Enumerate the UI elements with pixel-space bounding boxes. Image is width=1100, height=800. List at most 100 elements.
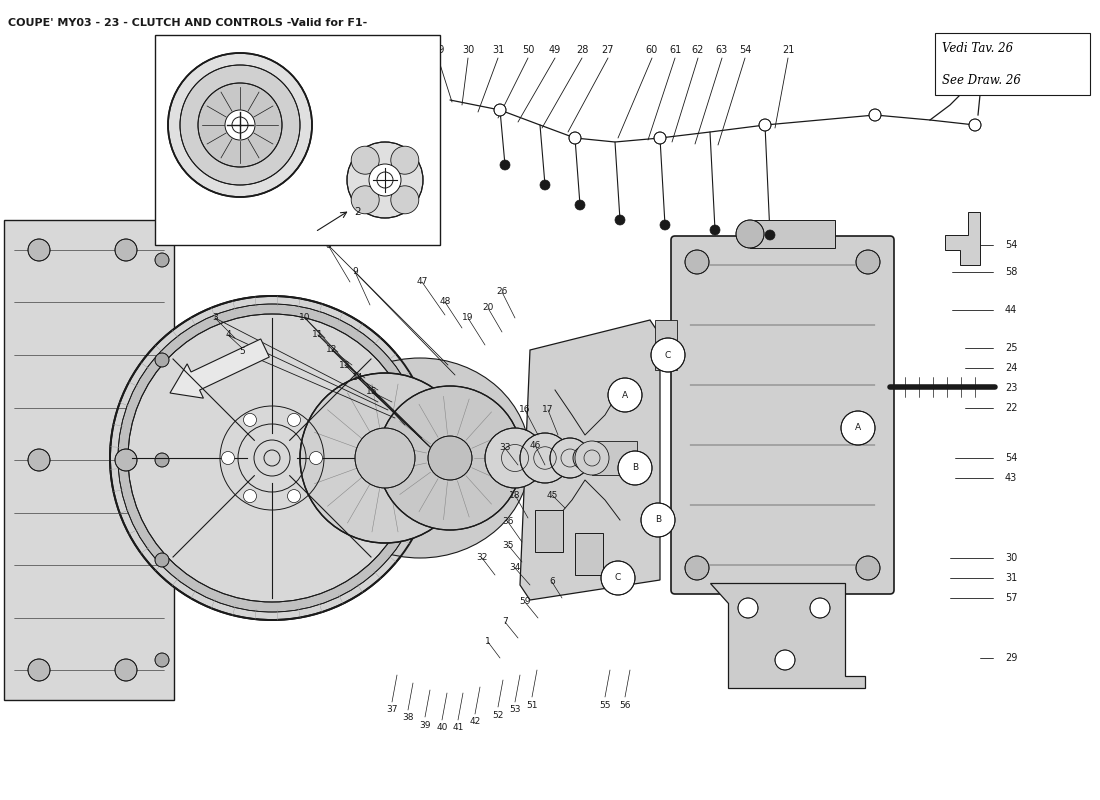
Text: eurospares: eurospares: [691, 388, 849, 412]
Circle shape: [116, 659, 138, 681]
Circle shape: [355, 428, 415, 488]
Circle shape: [608, 378, 642, 412]
Circle shape: [243, 414, 256, 426]
Bar: [575, 533, 603, 575]
Circle shape: [378, 386, 522, 530]
Text: 45: 45: [547, 490, 558, 499]
Circle shape: [500, 160, 510, 170]
Circle shape: [128, 314, 416, 602]
Text: 50: 50: [521, 45, 535, 55]
Text: 3: 3: [212, 314, 218, 322]
Circle shape: [155, 353, 169, 367]
Text: A: A: [621, 390, 628, 399]
Circle shape: [575, 200, 585, 210]
Circle shape: [390, 186, 419, 214]
Circle shape: [759, 119, 771, 131]
Text: 34: 34: [509, 563, 520, 573]
Text: 63: 63: [716, 45, 728, 55]
Text: Vedi Tav. 26: Vedi Tav. 26: [942, 42, 1013, 54]
Circle shape: [287, 414, 300, 426]
Bar: [592, 441, 637, 475]
Text: 29: 29: [432, 45, 444, 55]
Text: 33: 33: [499, 443, 510, 453]
Bar: [935, 33, 1090, 95]
Circle shape: [842, 411, 874, 445]
Text: 35: 35: [503, 541, 514, 550]
Circle shape: [654, 132, 666, 144]
Circle shape: [569, 132, 581, 144]
Text: See Draw. 26: See Draw. 26: [942, 74, 1021, 86]
Polygon shape: [520, 320, 660, 600]
Text: 28: 28: [575, 45, 589, 55]
Text: 19: 19: [462, 314, 474, 322]
Circle shape: [540, 180, 550, 190]
Circle shape: [198, 83, 282, 167]
Text: B: B: [654, 515, 661, 525]
Text: 48: 48: [439, 298, 451, 306]
Text: 49: 49: [549, 45, 561, 55]
Ellipse shape: [310, 358, 530, 558]
Circle shape: [155, 653, 169, 667]
Bar: [535, 510, 563, 552]
Circle shape: [155, 253, 169, 267]
Circle shape: [368, 164, 402, 196]
Circle shape: [573, 446, 597, 470]
Circle shape: [28, 449, 50, 471]
Circle shape: [738, 598, 758, 618]
Circle shape: [685, 556, 710, 580]
Text: 25: 25: [1005, 343, 1018, 353]
Text: 30: 30: [1005, 553, 1018, 563]
Circle shape: [28, 239, 50, 261]
Text: 24: 24: [1005, 363, 1018, 373]
Text: 2: 2: [354, 207, 361, 217]
Text: 15: 15: [366, 387, 377, 397]
Text: 47: 47: [416, 278, 428, 286]
Circle shape: [155, 453, 169, 467]
Text: 1: 1: [485, 638, 491, 646]
Circle shape: [710, 225, 720, 235]
Text: 53: 53: [509, 706, 520, 714]
Circle shape: [116, 449, 138, 471]
Text: 14: 14: [352, 374, 364, 382]
Circle shape: [641, 503, 675, 537]
Circle shape: [520, 433, 570, 483]
Bar: [155, 35, 440, 245]
Circle shape: [243, 490, 256, 502]
Text: C: C: [615, 574, 622, 582]
Text: 31: 31: [1005, 573, 1018, 583]
Text: 11: 11: [312, 330, 323, 339]
Text: 59: 59: [519, 598, 530, 606]
Text: COUPE' MY03 - 23 - CLUTCH AND CONTROLS -Valid for F1-: COUPE' MY03 - 23 - CLUTCH AND CONTROLS -…: [8, 18, 367, 28]
FancyBboxPatch shape: [671, 236, 894, 594]
Circle shape: [155, 553, 169, 567]
Circle shape: [810, 598, 830, 618]
Text: 57: 57: [1005, 593, 1018, 603]
Circle shape: [969, 119, 981, 131]
Text: eurospares: eurospares: [251, 388, 409, 412]
Text: 54: 54: [739, 45, 751, 55]
Circle shape: [618, 451, 652, 485]
Text: 10: 10: [299, 314, 310, 322]
Circle shape: [494, 104, 506, 116]
Text: 52: 52: [493, 710, 504, 719]
Text: 20: 20: [482, 303, 494, 313]
Circle shape: [601, 561, 635, 595]
Text: 23: 23: [1005, 383, 1018, 393]
Text: 44: 44: [1005, 305, 1018, 315]
Circle shape: [221, 451, 234, 465]
Circle shape: [485, 428, 544, 488]
Text: 39: 39: [419, 721, 431, 730]
Text: 12: 12: [327, 346, 338, 354]
Circle shape: [28, 659, 50, 681]
Text: 31: 31: [492, 45, 504, 55]
Circle shape: [869, 109, 881, 121]
Text: 51: 51: [526, 701, 538, 710]
Polygon shape: [945, 212, 980, 265]
Circle shape: [764, 230, 776, 240]
Text: A: A: [855, 423, 861, 433]
Circle shape: [390, 146, 419, 174]
Text: 37: 37: [386, 706, 398, 714]
FancyArrow shape: [170, 339, 270, 398]
Circle shape: [776, 650, 795, 670]
Text: 56: 56: [619, 701, 630, 710]
